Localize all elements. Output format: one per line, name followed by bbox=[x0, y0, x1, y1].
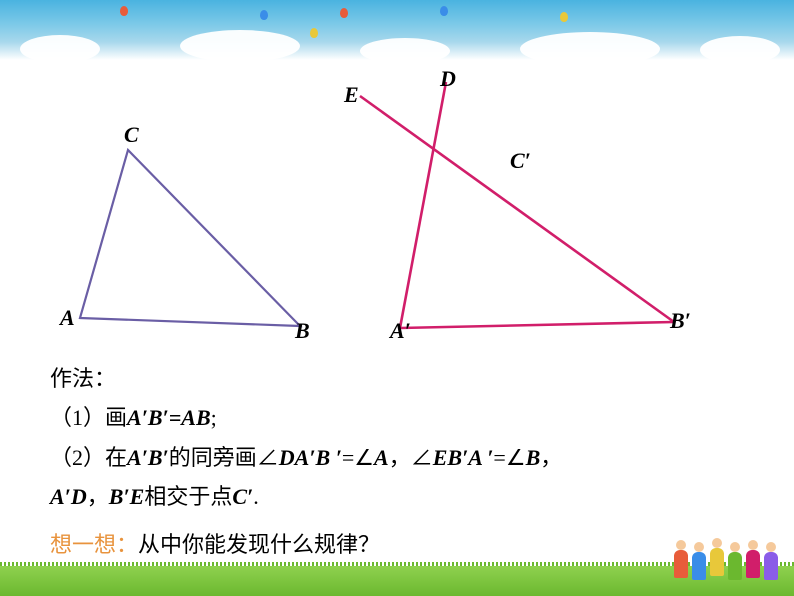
step1-prefix: （1）画 bbox=[50, 405, 127, 430]
s2-m2: DA′B ′ bbox=[279, 445, 342, 470]
balloon-icon bbox=[440, 6, 448, 16]
construction-right bbox=[360, 82, 674, 328]
s2-mid4: =∠ bbox=[493, 445, 525, 470]
balloon-icon bbox=[120, 6, 128, 16]
balloon-icon bbox=[310, 28, 318, 38]
label-cprime: C′ bbox=[510, 148, 531, 174]
s2l2c: B′E bbox=[109, 484, 145, 509]
step-2-line2: A′D，B′E相交于点C′. bbox=[50, 478, 750, 515]
kids-decoration bbox=[674, 536, 784, 586]
s2-m3: A bbox=[374, 445, 389, 470]
balloon-icon bbox=[260, 10, 268, 20]
s2-m4: EB′A ′ bbox=[433, 445, 494, 470]
kid-icon bbox=[728, 552, 742, 580]
cloud bbox=[20, 35, 100, 63]
cloud bbox=[180, 30, 300, 62]
step-1: （1）画A′B′=AB; bbox=[50, 399, 750, 436]
kid-icon bbox=[746, 550, 760, 578]
label-b: B bbox=[295, 318, 310, 344]
label-bprime: B′ bbox=[670, 308, 691, 334]
s2-m5: B bbox=[526, 445, 541, 470]
construction-text: 作法： （1）画A′B′=AB; （2）在A′B′的同旁画∠DA′B ′=∠A，… bbox=[50, 360, 750, 565]
label-a: A bbox=[60, 305, 75, 331]
s2-mid3: ，∠ bbox=[389, 445, 433, 470]
balloon-icon bbox=[560, 12, 568, 22]
think-rest: 从中你能发现什么规律？ bbox=[138, 532, 380, 557]
s2-mid2: =∠ bbox=[342, 445, 374, 470]
s2-mid5: ， bbox=[540, 445, 562, 470]
label-c: C bbox=[124, 122, 139, 148]
method-heading: 作法： bbox=[50, 360, 750, 397]
s2l2a: A′D bbox=[50, 484, 87, 509]
balloon-icon bbox=[340, 8, 348, 18]
step-2-line1: （2）在A′B′的同旁画∠DA′B ′=∠A，∠EB′A ′=∠B， bbox=[50, 439, 750, 476]
kid-icon bbox=[710, 548, 724, 576]
s2-mid1: 的同旁画∠ bbox=[169, 445, 279, 470]
kid-icon bbox=[764, 552, 778, 580]
s2-prefix: （2）在 bbox=[50, 445, 127, 470]
think-label: 想一想： bbox=[50, 532, 138, 557]
label-e: E bbox=[344, 82, 359, 108]
s2-m1: A′B′ bbox=[127, 445, 169, 470]
step1-suffix: ; bbox=[211, 405, 217, 430]
s2l2d: 相交于点 bbox=[144, 484, 232, 509]
kid-icon bbox=[674, 550, 688, 578]
label-aprime: A′ bbox=[390, 318, 411, 344]
sky-banner bbox=[0, 0, 794, 60]
s2l2f: . bbox=[253, 484, 259, 509]
label-d: D bbox=[440, 66, 456, 92]
s2l2b: ， bbox=[87, 484, 109, 509]
kid-icon bbox=[692, 552, 706, 580]
triangle-abc bbox=[80, 150, 300, 326]
s2l2e: C′ bbox=[232, 484, 253, 509]
step1-math: A′B′=AB bbox=[127, 405, 211, 430]
think-prompt: 想一想：从中你能发现什么规律？ bbox=[50, 526, 750, 563]
